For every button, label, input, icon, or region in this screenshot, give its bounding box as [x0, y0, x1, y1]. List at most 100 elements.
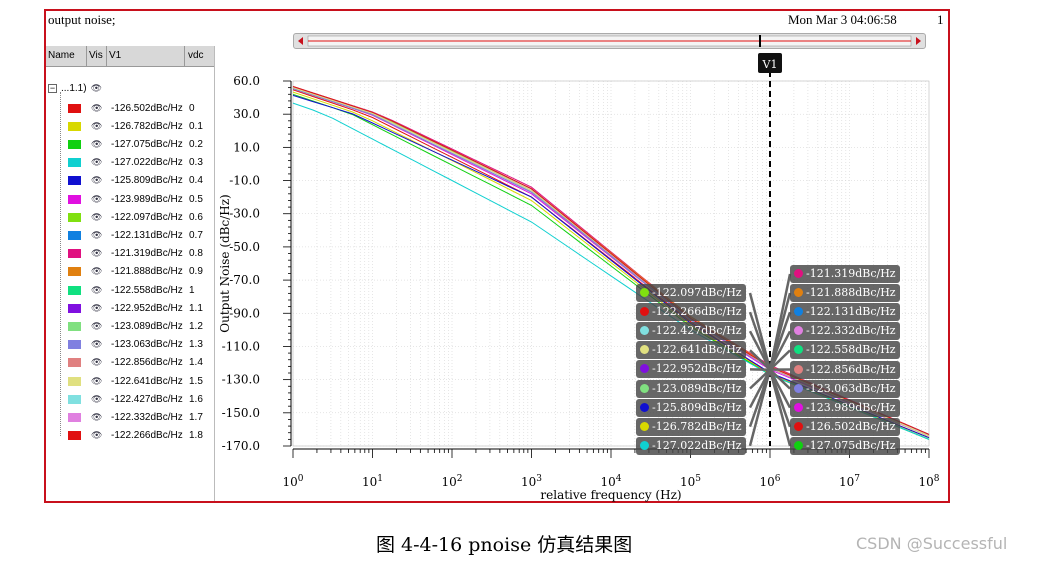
- legend-row[interactable]: 👁 -122.427dBc/Hz 1.6: [68, 391, 203, 407]
- legend-row[interactable]: 👁 -122.097dBc/Hz 0.6: [68, 209, 203, 225]
- trace-value: -122.427dBc/Hz: [111, 393, 183, 405]
- marker-value-tag[interactable]: -122.558dBc/Hz: [790, 341, 900, 360]
- eye-icon[interactable]: 👁: [91, 411, 103, 422]
- marker-value-tag[interactable]: -121.319dBc/Hz: [790, 265, 900, 283]
- eye-icon[interactable]: 👁: [91, 229, 103, 240]
- legend-row[interactable]: 👁 -122.332dBc/Hz 1.7: [68, 409, 203, 425]
- root-label: ...1.1): [61, 82, 87, 94]
- marker-value: -121.319dBc/Hz: [806, 267, 896, 280]
- legend-row[interactable]: 👁 -127.022dBc/Hz 0.3: [68, 155, 203, 171]
- col-v1[interactable]: V1: [109, 50, 122, 61]
- legend-row[interactable]: 👁 -122.952dBc/Hz 1.1: [68, 300, 203, 316]
- legend-row[interactable]: 👁 -122.266dBc/Hz 1.8: [68, 428, 203, 444]
- marker-value-tag[interactable]: -126.782dBc/Hz: [636, 417, 746, 436]
- col-vdc[interactable]: vdc: [188, 50, 204, 61]
- eye-icon[interactable]: 👁: [91, 157, 103, 168]
- marker-value: -123.989dBc/Hz: [806, 400, 896, 414]
- marker-value-tag[interactable]: -126.502dBc/Hz: [790, 417, 900, 436]
- trace-vdc: 1.1: [189, 302, 203, 314]
- marker-value-tag[interactable]: -122.641dBc/Hz: [636, 341, 746, 360]
- eye-icon[interactable]: 👁: [91, 266, 103, 277]
- eye-icon[interactable]: 👁: [91, 430, 103, 441]
- eye-icon[interactable]: 👁: [91, 175, 103, 186]
- trace-color-swatch: [68, 340, 81, 350]
- trace-color-swatch: [68, 103, 81, 113]
- legend-row[interactable]: 👁 -121.319dBc/Hz 0.8: [68, 246, 203, 262]
- trace-color-swatch: [68, 158, 81, 168]
- watermark: CSDN @Successful: [856, 534, 1008, 553]
- marker-value: -121.888dBc/Hz: [806, 286, 896, 300]
- legend-row[interactable]: 👁 -121.888dBc/Hz 0.9: [68, 264, 203, 280]
- trace-value: -122.332dBc/Hz: [111, 411, 183, 423]
- trace-color-swatch: [68, 230, 81, 240]
- legend-row[interactable]: 👁 -123.989dBc/Hz 0.5: [68, 191, 203, 207]
- marker-value-tag[interactable]: -122.332dBc/Hz: [790, 322, 900, 341]
- marker-value-tag[interactable]: -121.888dBc/Hz: [790, 284, 900, 303]
- marker-value-tag[interactable]: -122.856dBc/Hz: [790, 360, 900, 379]
- trace-vdc: 0.9: [189, 266, 203, 278]
- marker-value-tag[interactable]: -123.989dBc/Hz: [790, 398, 900, 417]
- legend-row[interactable]: 👁 -123.063dBc/Hz 1.3: [68, 337, 203, 353]
- legend-row[interactable]: 👁 -122.856dBc/Hz 1.4: [68, 355, 203, 371]
- eye-icon[interactable]: 👁: [91, 120, 103, 131]
- legend-row[interactable]: 👁 -127.075dBc/Hz 0.2: [68, 136, 203, 152]
- marker-value: -122.131dBc/Hz: [806, 305, 896, 319]
- collapse-icon[interactable]: −: [48, 82, 57, 93]
- trace-vdc: 0.8: [189, 248, 203, 260]
- trace-vdc: 0.7: [189, 229, 203, 241]
- eye-icon[interactable]: 👁: [91, 375, 103, 386]
- trace-table-header: Name Vis V1 vdc: [46, 46, 214, 67]
- col-name[interactable]: Name: [48, 50, 75, 61]
- eye-icon[interactable]: 👁: [91, 357, 103, 368]
- legend-row[interactable]: 👁 -122.131dBc/Hz 0.7: [68, 227, 203, 243]
- trace-dot-icon: [794, 269, 803, 278]
- legend-row[interactable]: 👁 -126.502dBc/Hz 0: [68, 100, 195, 116]
- eye-icon[interactable]: 👁: [91, 138, 103, 149]
- trace-value: -122.558dBc/Hz: [111, 284, 183, 296]
- marker-value: -122.558dBc/Hz: [806, 343, 896, 357]
- eye-icon[interactable]: 👁: [91, 320, 103, 331]
- trace-vdc: 0.6: [189, 211, 203, 223]
- eye-icon[interactable]: 👁: [91, 393, 103, 404]
- col-vis[interactable]: Vis: [89, 50, 103, 61]
- marker-value-tag[interactable]: -127.022dBc/Hz: [636, 436, 746, 455]
- trace-dot-icon: [794, 364, 803, 374]
- marker-value: -122.332dBc/Hz: [806, 324, 896, 338]
- marker-value-tag[interactable]: -127.075dBc/Hz: [790, 436, 900, 455]
- timestamp: Mon Mar 3 04:06:58: [788, 12, 897, 27]
- trace-color-swatch: [68, 431, 81, 441]
- marker-value-tag[interactable]: -123.089dBc/Hz: [636, 379, 746, 398]
- figure-caption: 图 4-4-16 pnoise 仿真结果图: [376, 534, 633, 556]
- eye-icon[interactable]: 👁: [90, 82, 103, 93]
- trace-color-swatch: [68, 194, 81, 204]
- marker-value-tag[interactable]: -123.063dBc/Hz: [790, 379, 900, 398]
- tree-root[interactable]: − ...1.1) 👁: [48, 80, 102, 96]
- legend-row[interactable]: 👁 -122.641dBc/Hz 1.5: [68, 373, 203, 389]
- marker-value: -122.427dBc/Hz: [652, 324, 742, 338]
- trace-color-swatch: [68, 376, 81, 386]
- marker-value-tag[interactable]: -122.266dBc/Hz: [636, 303, 746, 322]
- marker-value-tag[interactable]: -125.809dBc/Hz: [636, 398, 746, 417]
- marker-value-tag[interactable]: -122.097dBc/Hz: [636, 284, 746, 302]
- legend-row[interactable]: 👁 -125.809dBc/Hz 0.4: [68, 173, 203, 189]
- marker-value-tag[interactable]: -122.131dBc/Hz: [790, 303, 900, 322]
- marker-value-tag[interactable]: -122.427dBc/Hz: [636, 322, 746, 341]
- marker-value-tag[interactable]: -122.952dBc/Hz: [636, 360, 746, 379]
- eye-icon[interactable]: 👁: [91, 339, 103, 350]
- legend-row[interactable]: 👁 -122.558dBc/Hz 1: [68, 282, 195, 298]
- eye-icon[interactable]: 👁: [91, 211, 103, 222]
- marker-value: -122.952dBc/Hz: [652, 362, 742, 376]
- x-zoom-scrollbar[interactable]: [293, 33, 926, 49]
- legend-row[interactable]: 👁 -126.782dBc/Hz 0.1: [68, 118, 203, 134]
- eye-icon[interactable]: 👁: [91, 193, 103, 204]
- trace-vdc: 0.2: [189, 138, 203, 150]
- eye-icon[interactable]: 👁: [91, 102, 103, 113]
- eye-icon[interactable]: 👁: [91, 302, 103, 313]
- trace-value: -122.266dBc/Hz: [111, 430, 183, 442]
- trace-value: -121.888dBc/Hz: [111, 266, 183, 278]
- legend-row[interactable]: 👁 -123.089dBc/Hz 1.2: [68, 318, 203, 334]
- trace-color-swatch: [68, 285, 81, 295]
- eye-icon[interactable]: 👁: [91, 248, 103, 259]
- eye-icon[interactable]: 👁: [91, 284, 103, 295]
- trace-vdc: 1.3: [189, 339, 203, 351]
